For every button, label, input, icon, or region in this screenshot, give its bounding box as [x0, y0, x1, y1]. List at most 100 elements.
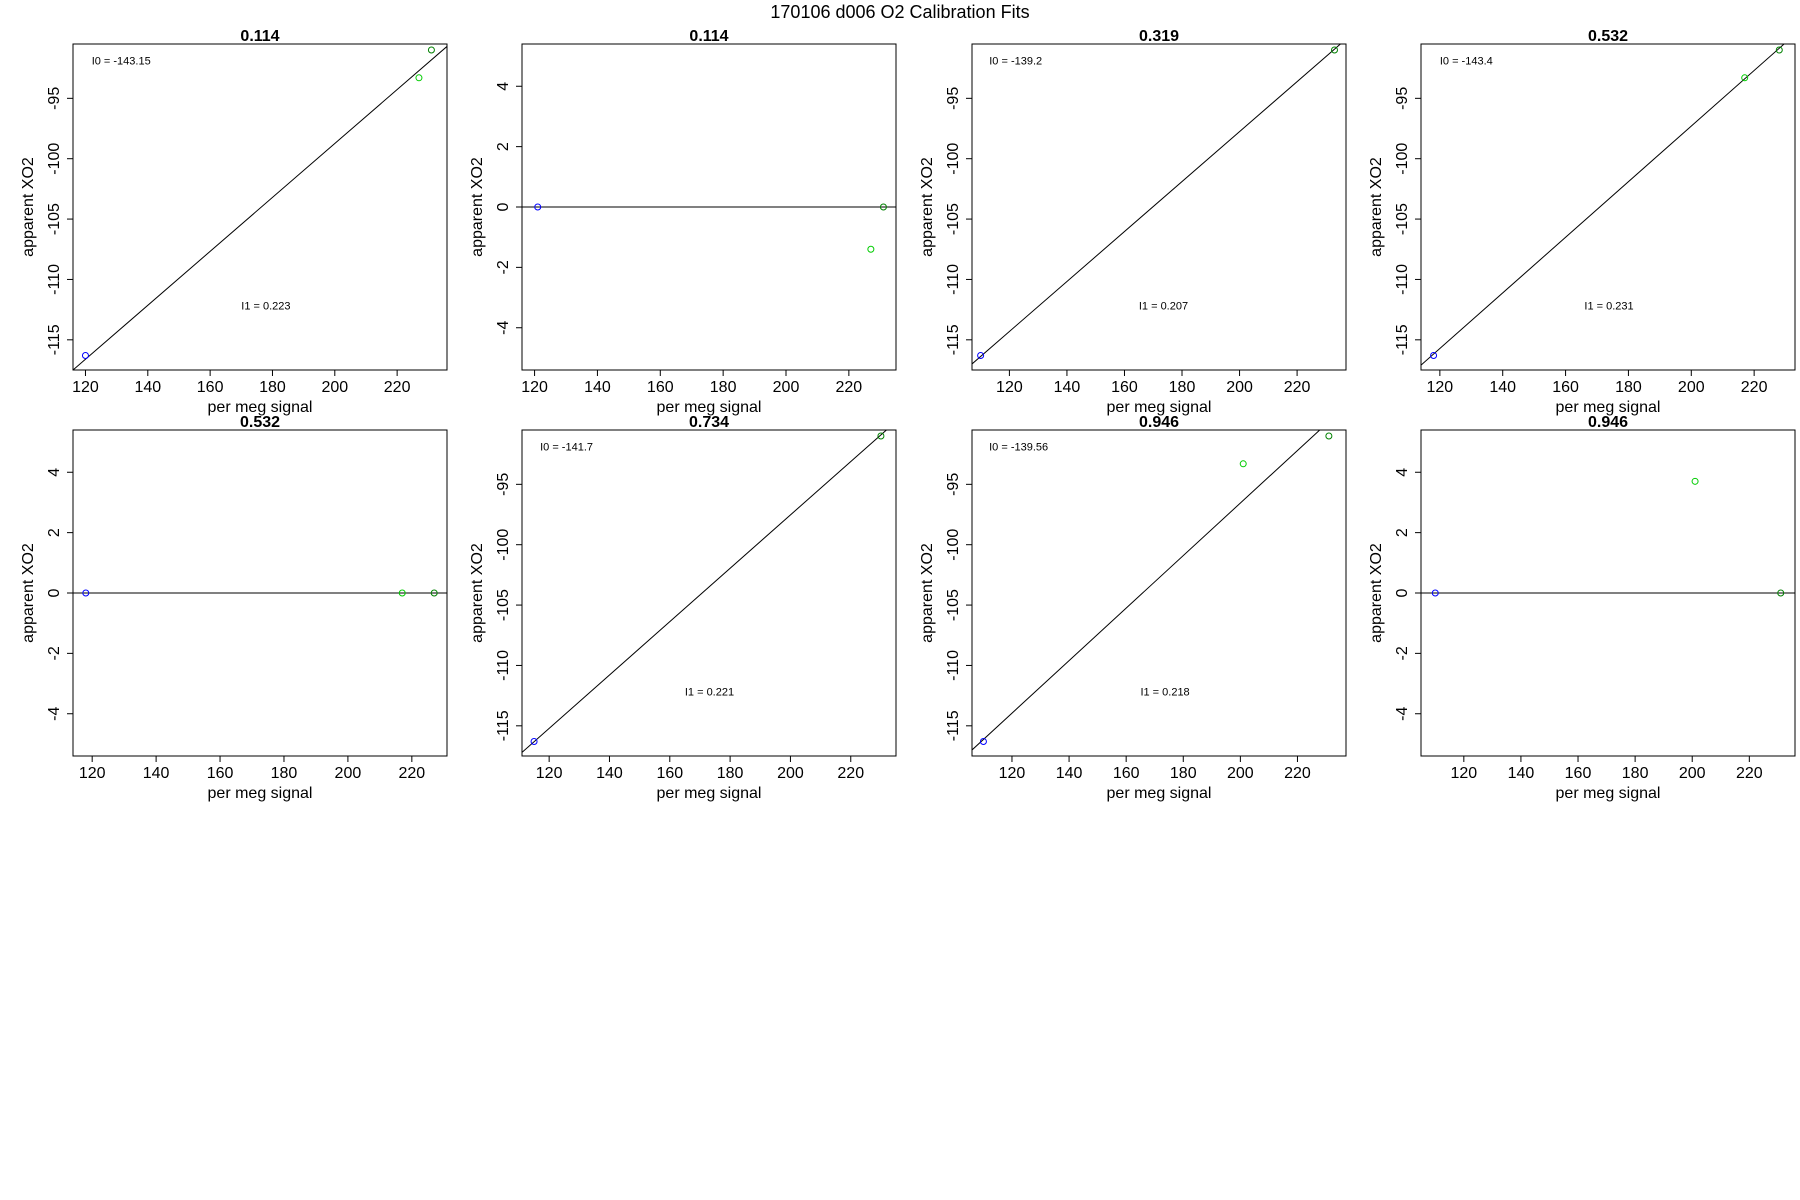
x-axis-label: per meg signal	[208, 785, 313, 802]
y-tick-label: -95	[495, 473, 512, 496]
data-point	[82, 589, 90, 597]
y-tick-label: -95	[945, 87, 962, 110]
x-tick-label: 200	[1226, 379, 1253, 396]
fit-line	[972, 430, 1321, 751]
x-tick-label: 140	[1489, 379, 1516, 396]
x-tick-label: 180	[259, 379, 286, 396]
y-tick-label: 4	[46, 468, 63, 477]
chart-svg: 0.532 120 140 160 180 200 220 per meg signal -4 -…	[20, 414, 448, 802]
x-axis-label: per meg signal	[1556, 399, 1661, 416]
data-point	[1775, 46, 1783, 54]
x-tick-label: 120	[996, 379, 1023, 396]
x-tick-label: 220	[1284, 379, 1311, 396]
data-point	[977, 352, 985, 360]
data-point	[1325, 432, 1333, 440]
page-title: 170106 d006 O2 Calibration Fits	[770, 2, 1030, 22]
x-axis-label: per meg signal	[1556, 785, 1661, 802]
x-tick-label: 220	[837, 765, 864, 782]
y-tick-label: -115	[46, 324, 63, 355]
fit-line	[972, 44, 1342, 365]
data-point	[534, 203, 542, 211]
x-tick-label: 120	[79, 765, 106, 782]
fit-line	[1421, 44, 1785, 366]
fit-line	[522, 430, 888, 753]
plot-frame	[521, 429, 897, 757]
plot-frame	[1420, 43, 1796, 371]
data-point	[398, 589, 406, 597]
data-point	[1431, 589, 1439, 597]
x-tick-label: 160	[1111, 379, 1138, 396]
chart-title: 0.114	[240, 28, 279, 45]
chart-panel: 0.319 120 140 160 180 200 220 per meg signal -11…	[900, 10, 1352, 420]
chart-title: 0.946	[1139, 414, 1179, 431]
x-tick-label: 160	[207, 765, 234, 782]
data-point	[877, 432, 885, 440]
chart-panel: 0.532 120 140 160 180 200 220 per meg signal -11…	[1349, 10, 1800, 420]
x-tick-label: 160	[647, 379, 674, 396]
y-axis-label: apparent XO2	[20, 157, 37, 257]
y-tick-label: -4	[46, 707, 63, 721]
x-tick-label: 180	[717, 765, 744, 782]
y-tick-label: -105	[1394, 203, 1411, 235]
x-tick-label: 120	[536, 765, 563, 782]
y-axis-label: apparent XO2	[20, 543, 37, 643]
y-tick-label: -110	[46, 264, 63, 295]
data-point	[1430, 352, 1438, 360]
y-tick-label: -110	[495, 650, 512, 681]
chart-panel: 0.946 120 140 160 180 200 220 per meg signal -11…	[900, 396, 1352, 806]
y-tick-label: -95	[1394, 87, 1411, 110]
x-tick-label: 160	[197, 379, 224, 396]
data-point	[1330, 46, 1338, 54]
y-tick-label: 2	[1394, 528, 1411, 537]
y-axis-label: apparent XO2	[919, 157, 936, 257]
fit-annotation: I1 = 0.218	[1140, 687, 1189, 699]
chart-panel: 0.532 120 140 160 180 200 220 per meg signal -4 -…	[1, 396, 453, 806]
y-tick-label: -100	[495, 529, 512, 561]
y-tick-label: -110	[945, 650, 962, 681]
chart-svg: 0.734 120 140 160 180 200 220 per meg signal -11…	[469, 414, 897, 802]
data-point	[1691, 477, 1699, 485]
y-tick-label: 4	[1394, 468, 1411, 477]
chart-title: 0.532	[240, 414, 280, 431]
x-tick-label: 200	[773, 379, 800, 396]
fit-annotation: I0 = -143.15	[92, 56, 151, 68]
x-tick-label: 120	[521, 379, 548, 396]
y-tick-label: -105	[945, 203, 962, 235]
y-tick-label: -105	[495, 589, 512, 621]
data-point	[1239, 460, 1247, 468]
y-axis-label: apparent XO2	[469, 543, 486, 643]
data-point	[81, 352, 89, 360]
y-tick-label: -115	[945, 324, 962, 355]
x-tick-label: 160	[656, 765, 683, 782]
chart-title: 0.532	[1588, 28, 1628, 45]
chart-svg: 0.946 120 140 160 180 200 220 per meg signal -11…	[919, 414, 1347, 802]
x-tick-label: 200	[321, 379, 348, 396]
x-tick-label: 180	[1169, 379, 1196, 396]
plot-frame	[971, 429, 1347, 757]
y-tick-label: -4	[1394, 707, 1411, 721]
x-tick-label: 120	[1427, 379, 1454, 396]
fit-annotation: I0 = -143.4	[1440, 56, 1493, 68]
x-tick-label: 220	[1284, 765, 1311, 782]
y-tick-label: 0	[1394, 588, 1411, 597]
x-tick-label: 220	[384, 379, 411, 396]
x-tick-label: 120	[1450, 765, 1477, 782]
x-tick-label: 180	[1622, 765, 1649, 782]
x-tick-label: 220	[836, 379, 863, 396]
x-tick-label: 200	[335, 765, 362, 782]
x-tick-label: 160	[1552, 379, 1579, 396]
x-tick-label: 180	[710, 379, 737, 396]
x-tick-label: 140	[596, 765, 623, 782]
chart-panel: 0.734 120 140 160 180 200 220 per meg signal -11…	[450, 396, 902, 806]
x-tick-label: 200	[1678, 379, 1705, 396]
y-axis-label: apparent XO2	[469, 157, 486, 257]
data-point	[1741, 74, 1749, 82]
y-tick-label: -100	[945, 143, 962, 175]
y-tick-label: 0	[495, 202, 512, 211]
chart-svg: 0.946 120 140 160 180 200 220 per meg signal -4 -…	[1368, 414, 1796, 802]
x-axis-label: per meg signal	[208, 399, 313, 416]
data-point	[415, 74, 423, 82]
y-axis-label: apparent XO2	[1368, 543, 1385, 643]
x-tick-label: 180	[1615, 379, 1642, 396]
chart-svg: 0.114 120 140 160 180 200 220 per meg signal -11…	[20, 28, 448, 416]
